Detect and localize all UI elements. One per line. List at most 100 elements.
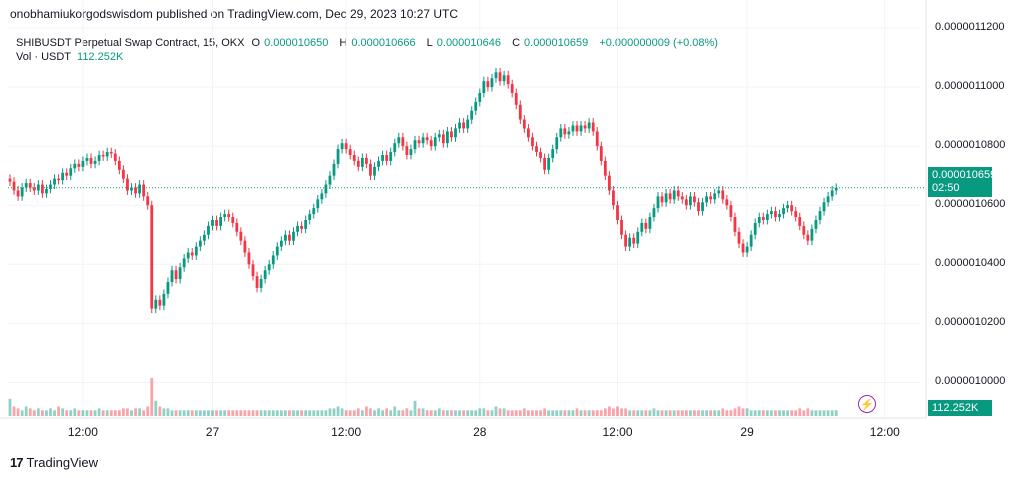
volume-bar [235, 410, 239, 416]
brand[interactable]: 17 TradingView [10, 455, 98, 470]
lightning-icon[interactable]: ⚡ [858, 395, 876, 413]
candle-body [498, 72, 502, 82]
volume-bar [134, 408, 137, 416]
volume-bar [69, 410, 73, 416]
candle-body [203, 234, 206, 241]
volume-bar [174, 410, 178, 416]
time-axis-label: 29 [740, 425, 754, 439]
candle-body [571, 125, 575, 132]
candle-body [608, 175, 611, 191]
volume-bar [421, 408, 425, 416]
volume-bar [486, 410, 490, 416]
volume-bar [668, 410, 672, 416]
volume-bar [247, 410, 251, 416]
candle-body [324, 184, 328, 194]
candle-body [701, 202, 704, 212]
volume-bar [790, 410, 794, 416]
volume-bar [672, 410, 676, 416]
candle-body [24, 183, 28, 188]
volume-bar [154, 400, 158, 416]
volume-bar [721, 408, 725, 416]
candle-body [211, 220, 214, 226]
volume-bar [320, 410, 324, 416]
candle-body [757, 217, 761, 223]
candle-body [591, 122, 595, 132]
volume-bar [417, 408, 421, 416]
volume-bar [765, 410, 769, 416]
candle-body [486, 81, 490, 88]
candle-body [603, 160, 607, 176]
volume-bar [664, 410, 668, 416]
candle-body [348, 149, 352, 156]
volume-bar [332, 408, 336, 416]
volume-bar [304, 410, 308, 416]
volume-bar [203, 410, 206, 416]
symbol-label[interactable]: SHIBUSDT Perpetual Swap Contract, 15, OK… [16, 37, 245, 49]
candle-body [20, 187, 24, 197]
volume-bar [207, 410, 210, 416]
volume-value: 112.252K [77, 51, 124, 63]
volume-bar [745, 408, 749, 416]
candle-body [219, 217, 222, 226]
candle-body [373, 166, 376, 176]
candle-body [154, 299, 158, 309]
candle-body [502, 75, 506, 82]
candle-body [822, 202, 826, 212]
candle-body [563, 128, 567, 135]
price-axis-label: 0.0000011000 [935, 80, 1005, 93]
open-value: 0.000010650 [264, 37, 329, 49]
volume-label[interactable]: Vol · USDT [16, 51, 72, 63]
volume-bar [146, 406, 150, 416]
volume-bar [591, 410, 595, 416]
time-axis-label: 12:00 [331, 425, 362, 439]
candle-body [522, 119, 526, 129]
volume-bar [571, 410, 575, 416]
volume-bar [563, 410, 567, 416]
legend: SHIBUSDT Perpetual Swap Contract, 15, OK… [16, 35, 722, 51]
candle-body [624, 234, 627, 247]
candle-body [668, 193, 672, 200]
volume-bar [624, 408, 627, 416]
volume-bar [198, 410, 202, 416]
candle-body [559, 128, 563, 138]
candle-body [462, 122, 465, 129]
volume-bar [227, 410, 231, 416]
candle-body [284, 234, 287, 241]
price-axis-label: 0.0000010200 [935, 316, 1006, 329]
candle-body [648, 217, 652, 229]
candle-body [365, 157, 368, 164]
candle-body [369, 163, 372, 176]
candle-body [235, 222, 239, 232]
volume-bar [725, 410, 729, 416]
volume-bar [587, 410, 591, 416]
candle-body [45, 188, 48, 194]
high-label: H [339, 37, 348, 49]
candle-body [336, 149, 340, 164]
volume-bar [348, 410, 352, 416]
volume-bar [150, 378, 154, 416]
candle-body [134, 187, 137, 194]
volume-bar [182, 410, 186, 416]
candle-body [612, 190, 615, 206]
volume-bar [85, 410, 89, 416]
candle-body [599, 146, 603, 161]
volume-bar [409, 410, 413, 416]
candle-body [721, 190, 725, 200]
volume-bar [122, 408, 125, 416]
volume-bar [450, 410, 453, 416]
volume-bar [608, 406, 611, 416]
candle-body [360, 157, 364, 167]
candle-body [73, 163, 77, 169]
candle-body [97, 155, 101, 161]
candle-body [227, 214, 231, 218]
price-axis-label: 0.0000010800 [935, 139, 1006, 152]
volume-bar [279, 410, 283, 416]
volume-bar [782, 410, 785, 416]
candle-body [174, 270, 178, 280]
volume-bar [656, 410, 660, 416]
candle-body [215, 220, 218, 226]
candle-body [733, 217, 737, 232]
last-price-value: 0.000010659 [932, 169, 997, 181]
volume-bar [296, 410, 299, 416]
